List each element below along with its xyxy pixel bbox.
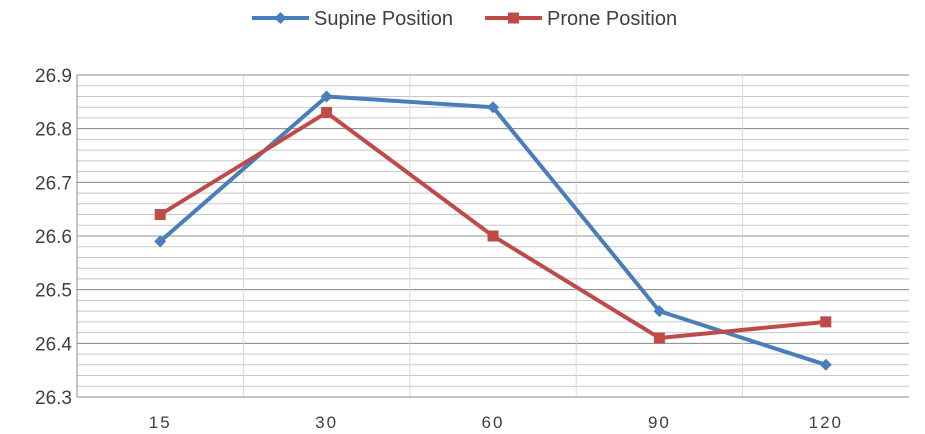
series-layer (154, 90, 832, 371)
legend-label-supine-position: Supine Position (314, 8, 453, 30)
y-tick-label: 26.3 (35, 388, 72, 409)
x-tick-label: 60 (482, 413, 505, 432)
y-tick-label: 26.4 (35, 334, 72, 355)
legend-label-prone-position: Prone Position (547, 8, 677, 30)
legend-marker-supine-position (274, 12, 287, 24)
y-tick-label: 26.9 (35, 66, 72, 87)
x-tick-label: 120 (809, 413, 843, 432)
grid (77, 74, 909, 398)
y-tick-label: 26.6 (35, 227, 72, 248)
x-tick-label: 15 (149, 413, 172, 432)
legend-marker-prone-position (508, 12, 519, 24)
supine-position-point (653, 305, 666, 318)
prone-position-point (321, 107, 333, 119)
prone-position-point (487, 230, 499, 242)
y-tick-label: 26.5 (35, 281, 72, 302)
y-tick-label: 26.7 (35, 173, 72, 194)
supine-position-point (487, 101, 499, 114)
prone-position-point (820, 316, 832, 328)
axes: 26.3 26.4 26.5 26.6 26.7 26.8 26.9 15 30 60 90 120 (35, 66, 909, 432)
prone-position-point (653, 332, 665, 344)
x-tick-label: 30 (315, 413, 338, 432)
x-tick-label: 90 (648, 413, 671, 432)
supine-position-point (819, 358, 832, 371)
legend: Supine Position Prone Position (252, 8, 677, 30)
supine-position-point (154, 235, 167, 248)
supine-position-point (320, 90, 333, 103)
y-tick-label: 26.8 (35, 120, 72, 141)
prone-position-point (154, 209, 166, 221)
